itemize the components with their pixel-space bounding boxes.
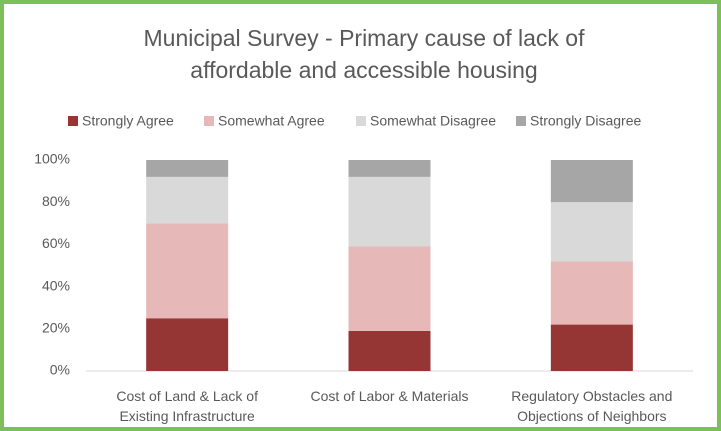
y-tick-label: 60% <box>42 235 70 251</box>
y-tick-label: 40% <box>42 277 70 293</box>
legend-swatch <box>204 116 214 126</box>
bar-segment <box>550 202 633 262</box>
bar-segment <box>348 176 431 247</box>
x-tick-label: Regulatory Obstacles and Objections of N… <box>511 388 673 424</box>
bar-segment <box>550 160 633 203</box>
bar-segment <box>146 160 229 177</box>
legend-label: Somewhat Disagree <box>370 113 496 129</box>
bar-segment <box>348 246 431 331</box>
chart-title: Municipal Survey - Primary cause of lack… <box>143 25 585 83</box>
bar-segment <box>348 330 431 371</box>
bar-segment <box>550 261 633 325</box>
bar-segment <box>550 324 633 371</box>
legend-label: Strongly Agree <box>82 113 174 129</box>
x-tick-label: Cost of Labor & Materials <box>310 388 469 404</box>
bar-segment <box>146 176 229 224</box>
plot: 0% 20% 40% 60% 80% 100% Strongly Agree Somewhat… <box>34 113 693 378</box>
y-tick-label: 20% <box>42 320 70 336</box>
bar-segment <box>348 160 431 177</box>
y-tick-label: 0% <box>50 362 70 378</box>
y-tick-label: 100% <box>34 151 70 167</box>
bar-segment <box>146 223 229 319</box>
legend-swatch <box>516 116 526 126</box>
y-tick-label: 80% <box>42 193 70 209</box>
legend-swatch <box>356 116 366 126</box>
legend-label: Strongly Disagree <box>530 113 641 129</box>
legend-swatch <box>68 116 78 126</box>
bar-segment <box>146 318 229 371</box>
legend-label: Somewhat Agree <box>218 113 325 129</box>
x-tick-label: Cost of Land & Lack of Existing Infrastr… <box>116 388 258 424</box>
